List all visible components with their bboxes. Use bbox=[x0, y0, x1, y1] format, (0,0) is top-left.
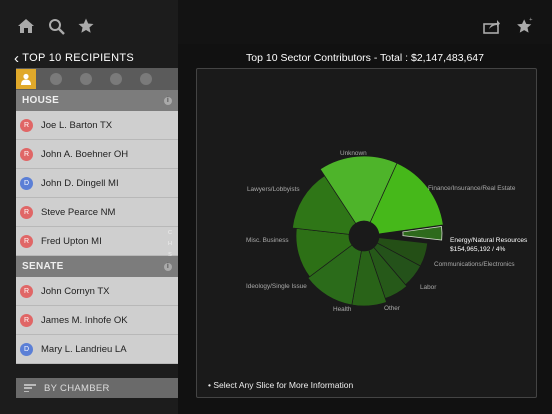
group-by-button[interactable]: BY CHAMBER bbox=[16, 378, 178, 398]
slice-label: Other bbox=[384, 305, 401, 312]
party-badge: R bbox=[20, 147, 33, 161]
list-item[interactable]: R Steve Pearce NM bbox=[16, 198, 178, 227]
slice-label: Unknown bbox=[340, 150, 367, 157]
pie-center-hole bbox=[349, 221, 379, 251]
list-item[interactable]: D Mary L. Landrieu LA bbox=[16, 335, 178, 364]
back-label: TOP 10 RECIPIENTS bbox=[22, 52, 134, 64]
search-icon[interactable] bbox=[46, 16, 66, 36]
party-badge: D bbox=[20, 176, 33, 190]
slice-label: Energy/Natural Resources bbox=[450, 237, 528, 244]
slice-label: Finance/Insurance/Real Estate bbox=[428, 185, 516, 192]
info-icon[interactable]: i bbox=[164, 262, 172, 271]
party-badge: R bbox=[20, 284, 33, 298]
slice-label: Labor bbox=[420, 284, 437, 291]
sector-pie-chart: Energy/Natural Resources Communications/E… bbox=[246, 150, 528, 313]
filter-lines-icon bbox=[24, 384, 36, 392]
slice-label: Lawyers/Lobbyists bbox=[247, 186, 300, 193]
svg-text:+: + bbox=[529, 17, 533, 23]
slice-label: Health bbox=[333, 306, 352, 313]
party-badge: R bbox=[20, 205, 33, 219]
slice-label: Misc. Business bbox=[246, 237, 289, 244]
chevron-left-icon: ‹ bbox=[14, 49, 20, 67]
list-item[interactable]: R Fred Upton MI bbox=[16, 227, 178, 256]
info-icon[interactable]: i bbox=[164, 96, 172, 105]
party-badge: R bbox=[20, 234, 33, 248]
slice-label: Ideology/Single Issue bbox=[246, 283, 307, 290]
person-icon[interactable] bbox=[16, 69, 36, 89]
star-icon[interactable] bbox=[76, 16, 96, 36]
section-header-senate: SENATE i bbox=[16, 256, 178, 277]
back-button[interactable]: ‹ TOP 10 RECIPIENTS bbox=[14, 48, 134, 68]
slice-label: Communications/Electronics bbox=[434, 261, 515, 268]
party-badge: R bbox=[20, 118, 33, 132]
home-icon[interactable] bbox=[16, 16, 36, 36]
list-item[interactable]: R John Cornyn TX bbox=[16, 277, 178, 306]
gear-icon[interactable] bbox=[106, 70, 126, 88]
share-icon[interactable] bbox=[482, 16, 502, 36]
party-badge: R bbox=[20, 313, 33, 327]
list-item[interactable]: R Joe L. Barton TX bbox=[16, 111, 178, 140]
list-item[interactable]: R John A. Boehner OH bbox=[16, 140, 178, 169]
list-item[interactable]: D John D. Dingell MI bbox=[16, 169, 178, 198]
slice-value-label: $154,965,192 / 4% bbox=[450, 246, 505, 253]
pie-slice[interactable] bbox=[402, 226, 443, 241]
donkey-icon[interactable] bbox=[76, 70, 96, 88]
filter-bar bbox=[16, 68, 178, 90]
section-header-house: HOUSE i bbox=[16, 90, 178, 111]
chart-title: Top 10 Sector Contributors - Total : $2,… bbox=[246, 52, 484, 64]
star-plus-icon[interactable]: + bbox=[515, 16, 535, 36]
recipient-list: HOUSE i R Joe L. Barton TX R John A. Boehn… bbox=[16, 90, 178, 364]
list-item[interactable]: R James M. Inhofe OK bbox=[16, 306, 178, 335]
party-badge: D bbox=[20, 342, 33, 356]
section-index[interactable]: C H S bbox=[168, 230, 172, 258]
globe-icon[interactable] bbox=[136, 70, 156, 88]
top-toolbar-right: + bbox=[178, 0, 552, 44]
top-toolbar-left bbox=[0, 0, 178, 44]
elephant-icon[interactable] bbox=[46, 70, 66, 88]
instruction-note: • Select Any Slice for More Information bbox=[208, 380, 354, 390]
